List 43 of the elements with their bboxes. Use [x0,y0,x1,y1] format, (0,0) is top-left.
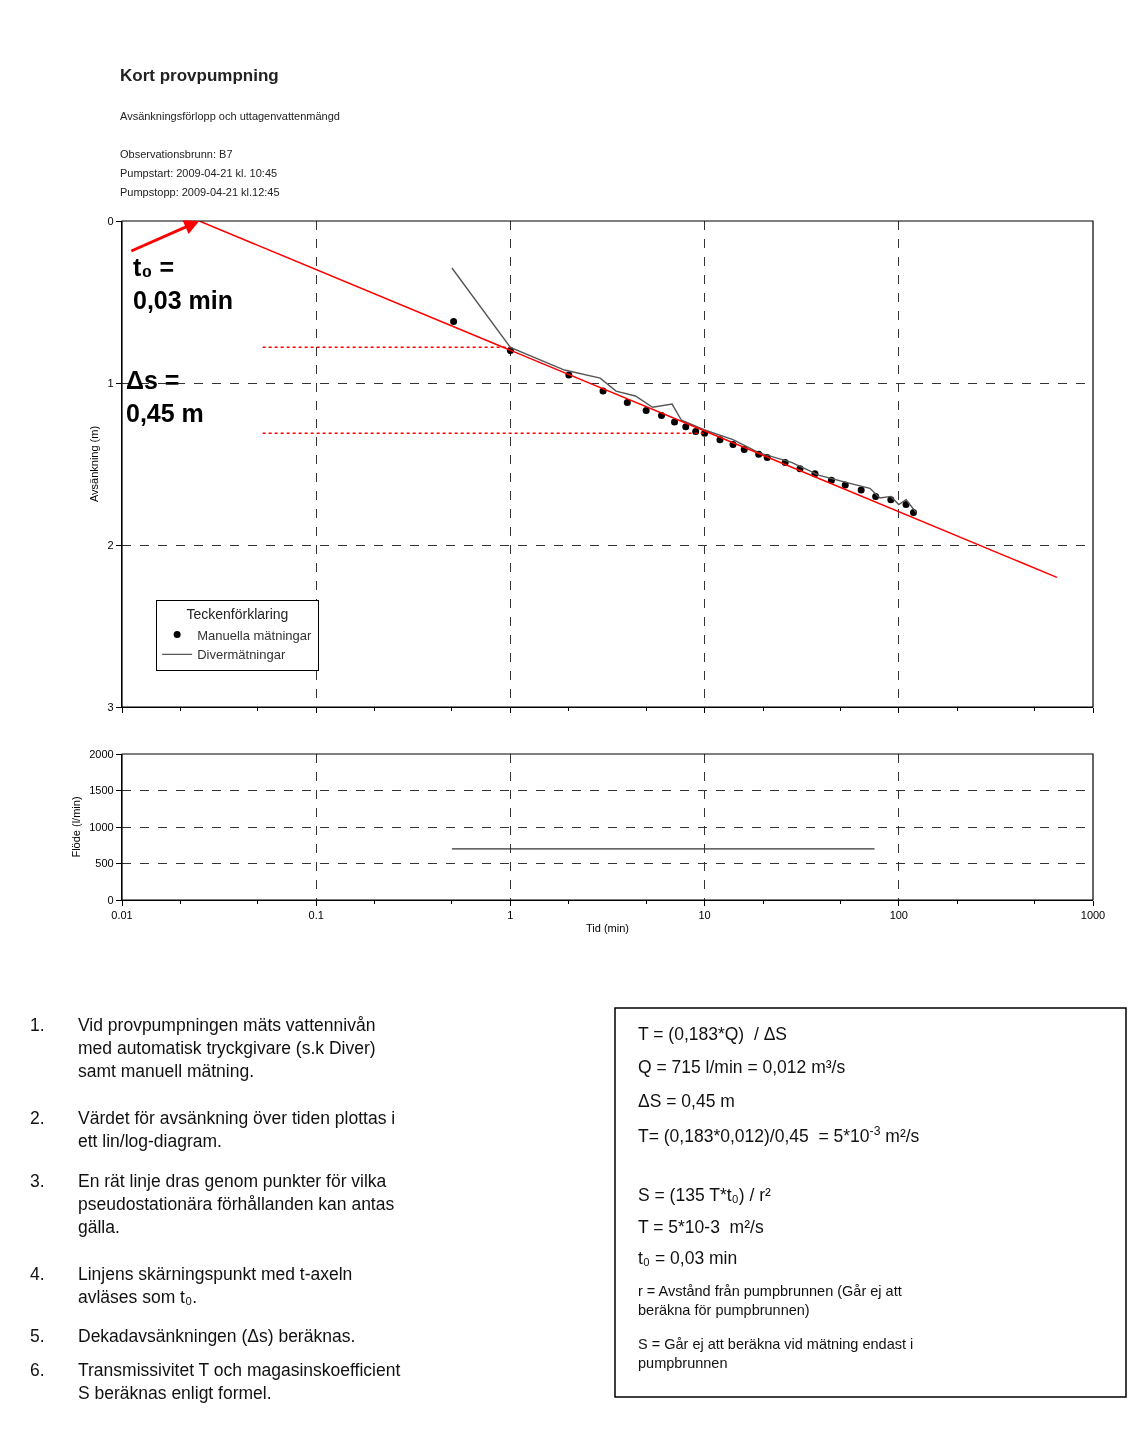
legend-title: Teckenförklaring [186,606,289,623]
text: t₀ = 0,03 min [638,1248,738,1268]
y-tick-label: 3 [107,700,114,713]
y-tick-label: 2000 [89,747,114,760]
text: Q = 715 l/min = 0,012 m³/s [638,1057,846,1077]
y-tick-label: 1000 [89,820,114,833]
y-tick-label: 2 [107,538,114,551]
x-axis-title: Tid (min) [586,922,629,935]
text: r = Avstånd från pumpbrunnen (Går ej att beräkna för pumpbrunnen) [638,1283,902,1318]
y-axis-title: Flöde (l/min) [69,796,82,858]
text: Observationsbrunn: B7 [120,148,233,160]
text: 1. Vid provpumpningen mäts vattennivån med automatisk tryckgivare (s.k Diver) samt manuell mätning. [30,1015,376,1081]
text: Pumpstart: 2009-04-21 kl. 10:45 [120,167,278,179]
text: T = 5*10-3 m²/s [638,1217,764,1237]
text: 4. Linjens skärningspunkt med t-axeln avläses som t₀. [30,1264,353,1307]
text: Pumpstopp: 2009-04-21 kl.12:45 [120,186,280,198]
x-tick-label: 0.01 [111,909,133,922]
text: T = (0,183*Q) / ΔS [638,1024,787,1044]
y-tick-label: 0 [107,893,114,906]
annotation: t₀ = 0,03 min [133,253,234,314]
x-tick-label: 1000 [1080,909,1106,922]
text: ΔS = 0,45 m [638,1091,735,1111]
y-tick-label: 1500 [89,784,114,797]
y-axis-title: Avsänkning (m) [88,425,101,503]
x-tick-label: 100 [889,909,908,922]
y-tick-label: 500 [95,857,114,870]
text: 3. En rät linje dras genom punkter för vilka pseudostationära förhållanden kan antas gälla. [30,1171,395,1237]
x-tick-label: 0.1 [308,909,324,922]
legend-label: Manuella mätningar [197,627,312,643]
x-tick-label: 1 [507,909,514,922]
legend-label: Divermätningar [197,647,286,663]
chart-subtitle: Avsänkningsförlopp och uttagenvattenmängd [120,110,340,122]
text: 6. Transmissivitet T och magasinskoefficient S beräknas enligt formel. [30,1360,401,1403]
annotation: Δs = 0,45 m [126,366,204,427]
x-tick-label: 10 [698,909,711,922]
chart-title: Kort provpumpning [120,66,279,85]
text: S = (135 T*t₀) / r² [638,1185,772,1205]
text: 5. Dekadavsänkningen (Δs) beräknas. [30,1326,356,1346]
text: 2. Värdet för avsänkning över tiden plottas i ett lin/log-diagram. [30,1108,396,1151]
y-tick-label: 1 [107,376,114,389]
text: S = Går ej att beräkna vid mätning endast i pumpbrunnen [638,1336,914,1371]
text: T= (0,183*0,012)/0,45 = 5*10$^{-3}$ m²/s [638,1124,920,1147]
y-tick-label: 0 [107,214,114,227]
